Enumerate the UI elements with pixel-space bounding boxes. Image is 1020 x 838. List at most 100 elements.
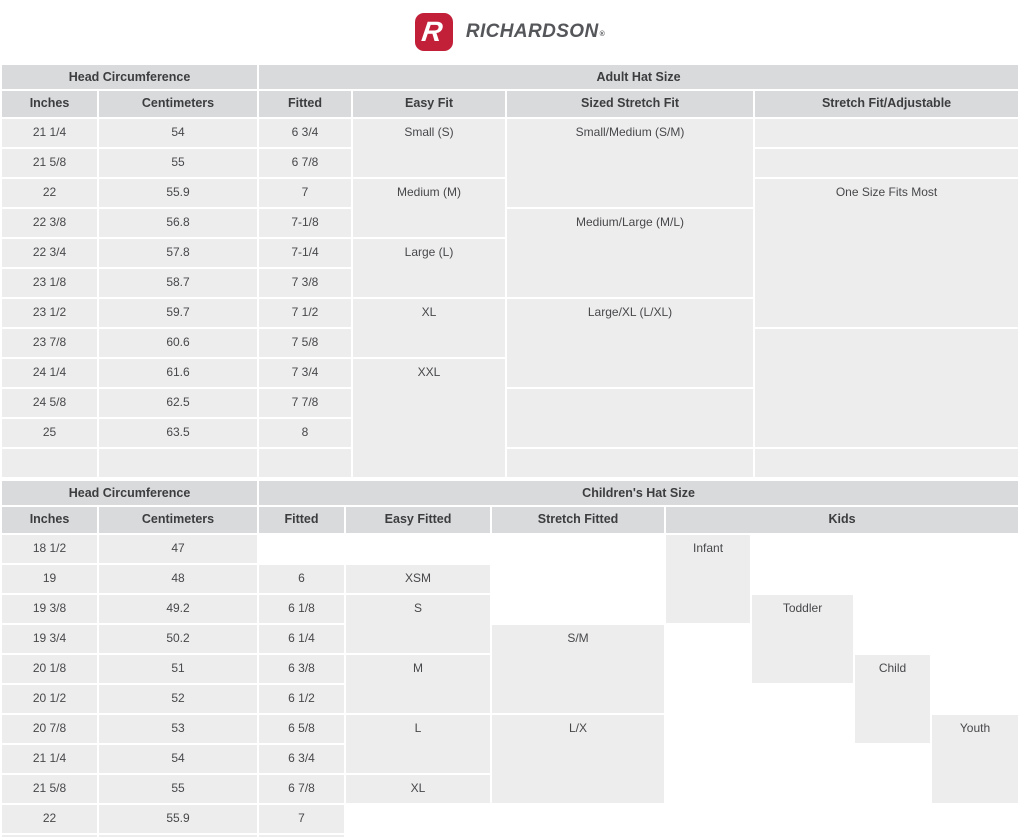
size-tables-container: Head Circumference Adult Hat Size Inches Ce… (0, 63, 1020, 835)
fitted-cell: 6 1/2 (259, 685, 345, 713)
easy-fit-cell-small-s: Small (S) (353, 119, 506, 177)
fitted-cell: 7 5/8 (259, 329, 352, 357)
fitted-cell: 6 5/8 (259, 715, 345, 743)
fitted-cell: 6 7/8 (259, 775, 345, 803)
centimeters-cell: 55 (99, 775, 258, 803)
table-row: 20 1/8 51 6 3/8 M (2, 655, 1018, 713)
clipped-cell (259, 835, 344, 837)
sized-stretch-fit-cell-empty (507, 389, 754, 447)
table-row: 19 3/8 49.2 6 1/8 S (2, 595, 1018, 653)
childrens-hat-size-table: Head Circumference Children's Hat Size Inc… (0, 479, 1020, 835)
stretch-fitted-cell-empty (492, 535, 665, 623)
easy-fit-cell-large-l: Large (L) (353, 239, 506, 297)
table-row (2, 449, 1019, 477)
column-header-sized-stretch-fit: Sized Stretch Fit (507, 91, 754, 117)
stretch-fit-adjustable-cell-one-size-fits-most: One Size Fits Most (755, 179, 1019, 327)
table-row: 22 3/4 57.8 7-1/4 Large (L) (2, 239, 1018, 297)
centimeters-cell: 50.2 (99, 625, 258, 653)
table-row: 24 1/4 61.6 7 3/4 XXL (2, 359, 1018, 477)
kids-box-toddler: Toddler (752, 595, 854, 683)
kids-box-youth: Youth (932, 715, 1019, 803)
centimeters-cell: 62.5 (99, 389, 258, 417)
centimeters-cell: 55.9 (99, 805, 258, 833)
fitted-cell (259, 535, 345, 563)
inches-cell: 19 3/4 (2, 625, 97, 653)
inches-cell: 24 1/4 (2, 359, 97, 387)
centimeters-cell: 54 (99, 745, 258, 773)
centimeters-cell: 60.6 (99, 329, 258, 357)
table-row: 25 63.5 8 (2, 419, 1018, 447)
inches-cell (2, 449, 97, 477)
easy-fit-cell-xl: XL (353, 299, 506, 357)
easy-fitted-cell-empty (346, 805, 491, 833)
easy-fitted-cell-m: M (346, 655, 491, 713)
column-header-stretch-fit-adjustable: Stretch Fit/Adjustable (755, 91, 1019, 117)
group-header-head-circumference: Head Circumference (2, 65, 258, 89)
easy-fitted-cell-xsm: XSM (346, 565, 491, 593)
clipped-cell (99, 835, 257, 837)
logo-letter: R (420, 15, 445, 47)
inches-cell: 24 5/8 (2, 389, 97, 417)
sized-stretch-fit-cell-empty (507, 449, 754, 477)
inches-cell: 23 7/8 (2, 329, 97, 357)
table-row: 18 1/2 47 Infant Toddler Child Youth (2, 535, 1019, 833)
inches-cell: 20 7/8 (2, 715, 97, 743)
table-row: 19 3/4 50.2 6 1/4 S/M (2, 625, 1018, 713)
column-header-row: Inches Centimeters Fitted Easy Fitted Stretc… (2, 507, 1019, 533)
centimeters-cell: 48 (99, 565, 258, 593)
table-row: 23 1/8 58.7 7 3/8 (2, 269, 1018, 297)
centimeters-cell: 59.7 (99, 299, 258, 327)
column-header-kids: Kids (666, 507, 1019, 533)
table-row: 21 1/4 54 6 3/4 (2, 745, 1018, 773)
inches-cell: 20 1/8 (2, 655, 97, 683)
fitted-cell: 7 3/8 (259, 269, 352, 297)
inches-cell: 18 1/2 (2, 535, 97, 563)
registered-trademark-icon: ® (599, 30, 606, 38)
clipped-next-row (0, 835, 1020, 837)
fitted-cell: 7 7/8 (259, 389, 352, 417)
easy-fit-cell-xxl: XXL (353, 359, 506, 477)
table-row: 20 7/8 53 6 5/8 L L/X (2, 715, 1018, 803)
inches-cell: 22 3/8 (2, 209, 97, 237)
table-row: 19 48 6 XSM (2, 565, 1018, 593)
inches-cell: 23 1/2 (2, 299, 97, 327)
stretch-fit-adjustable-cell-empty (755, 329, 1019, 447)
inches-cell: 21 1/4 (2, 119, 97, 147)
column-header-inches: Inches (2, 507, 97, 533)
centimeters-cell: 63.5 (99, 419, 258, 447)
fitted-cell: 7-1/8 (259, 209, 352, 237)
centimeters-cell: 51 (99, 655, 258, 683)
kids-box-infant: Infant (666, 535, 751, 623)
centimeters-cell: 55 (99, 149, 258, 177)
fitted-cell: 6 3/8 (259, 655, 345, 683)
brand-name: RICHARDSON® (466, 21, 605, 43)
fitted-cell (259, 449, 352, 477)
sized-stretch-fit-cell-large-xl-l-xl: Large/XL (L/XL) (507, 299, 754, 387)
richardson-r-logo-icon: R (414, 12, 453, 51)
centimeters-cell: 53 (99, 715, 258, 743)
adult-hat-size-table: Head Circumference Adult Hat Size Inches Ce… (0, 63, 1020, 479)
group-header-row: Head Circumference Children's Hat Size (2, 481, 1019, 505)
centimeters-cell: 55.9 (99, 179, 258, 207)
easy-fitted-cell-s: S (346, 595, 491, 653)
fitted-cell: 6 (259, 565, 345, 593)
column-header-easy-fit: Easy Fit (353, 91, 506, 117)
table-row: 21 1/4 54 6 3/4 Small (S) Small/Medium (S/M) (2, 119, 1019, 207)
fitted-cell: 6 7/8 (259, 149, 352, 177)
table-row: 20 1/2 52 6 1/2 (2, 685, 1018, 713)
inches-cell: 19 (2, 565, 97, 593)
inches-cell: 21 5/8 (2, 149, 97, 177)
column-header-inches: Inches (2, 91, 97, 117)
centimeters-cell (99, 449, 258, 477)
group-header-adult-hat-size: Adult Hat Size (259, 65, 1019, 89)
stretch-fitted-cell-l-x: L/X (492, 715, 665, 803)
column-header-fitted: Fitted (259, 91, 352, 117)
stretch-fitted-cell-empty (492, 805, 665, 833)
group-header-head-circumference: Head Circumference (2, 481, 258, 505)
inches-cell: 20 1/2 (2, 685, 97, 713)
table-row: 21 5/8 55 6 7/8 (2, 149, 1019, 177)
sized-stretch-fit-cell-medium-large-m-l: Medium/Large (M/L) (507, 209, 754, 297)
table-row: 22 3/8 56.8 7-1/8 Medium/Large (M/L) (2, 209, 1018, 297)
centimeters-cell: 61.6 (99, 359, 258, 387)
